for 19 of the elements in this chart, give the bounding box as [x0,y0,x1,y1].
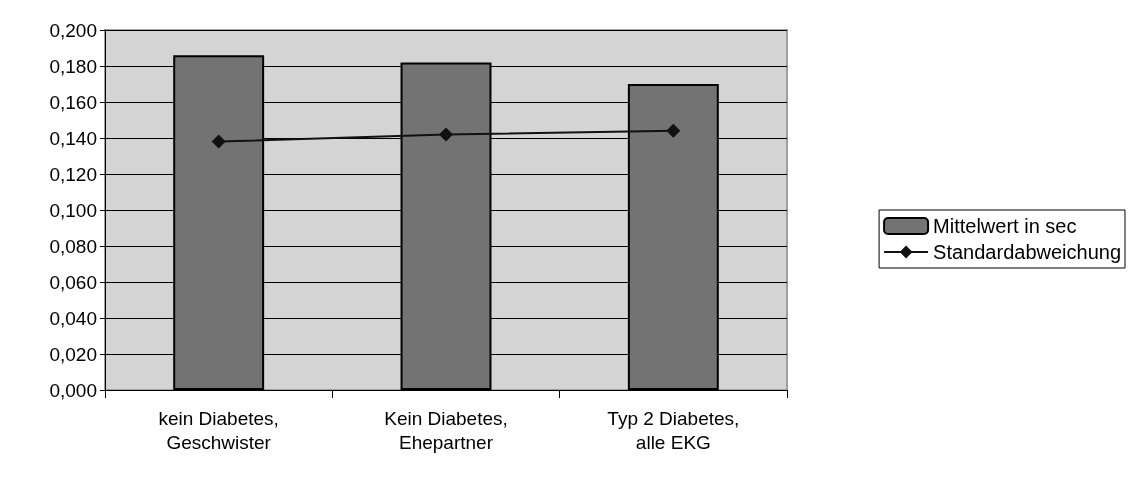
y-tick-label: 0,140 [49,127,97,149]
y-tick-label: 0,160 [49,91,97,113]
y-tick-label: 0,200 [49,19,97,41]
y-tick-label: 0,020 [49,343,97,365]
x-tick-label: Typ 2 Diabetes, alle EKG [607,407,740,453]
y-tick-label: 0,000 [49,379,97,401]
legend-label: Standardabweichung [933,241,1121,263]
y-tick-label: 0,060 [49,271,97,293]
y-tick-label: 0,100 [49,199,97,221]
y-tick-label: 0,120 [49,163,97,185]
point [666,123,681,138]
y-tick-label: 0,180 [49,55,97,77]
x-tick-label: Kein Diabetes, Ehepartner [384,407,508,453]
x-tick-label: kein Diabetes, Geschwister [158,407,279,453]
y-tick-label: 0,040 [49,307,97,329]
point [211,134,226,149]
point [439,127,453,142]
legend-label: Mittelwert in sec [933,215,1077,237]
y-tick-label: 0,080 [49,235,97,257]
